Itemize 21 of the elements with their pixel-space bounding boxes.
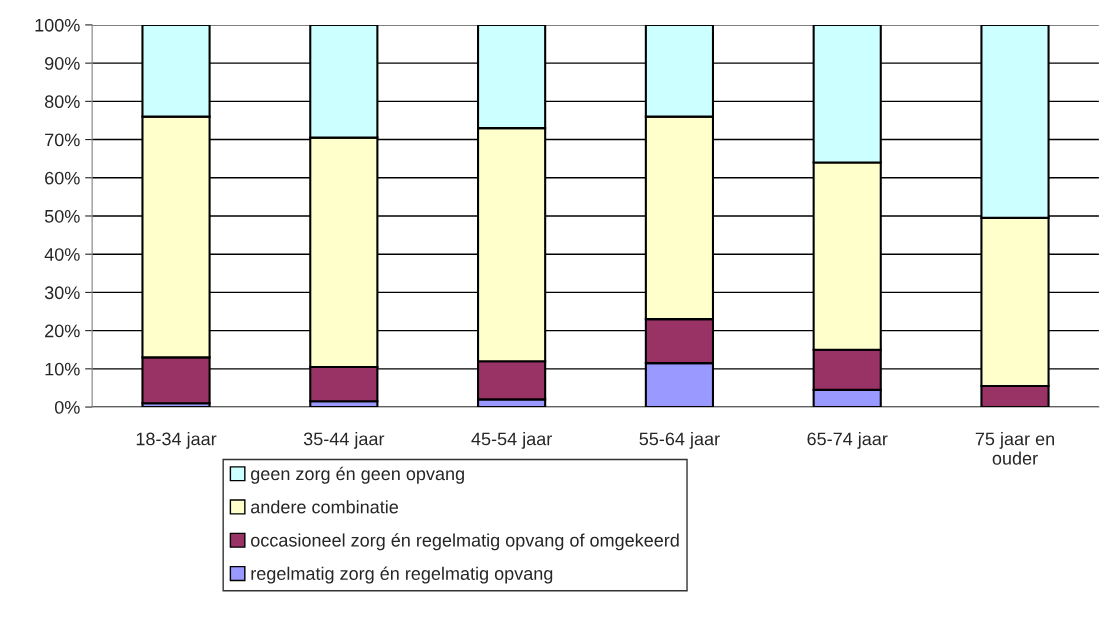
y-tick-label: 60% <box>45 171 80 185</box>
y-tick-label: 30% <box>44 286 80 300</box>
y-tick-label: 70% <box>45 133 80 147</box>
legend-label: occasioneel zorg én regelmatig opvang of omgekeerd <box>251 533 679 551</box>
y-tick-label: 80% <box>44 95 80 109</box>
y-tick-label: 10% <box>45 362 80 376</box>
x-tick-label: 55-64 jaar <box>639 432 720 449</box>
y-tick-label: 90% <box>45 57 80 70</box>
x-tick-label: 75 jaar en ouder <box>975 432 1054 465</box>
y-tick-label: 50% <box>44 209 80 223</box>
legend-label: regelmatig zorg én regelmatig opvang <box>251 566 553 584</box>
x-tick-label: 45-54 jaar <box>471 432 552 449</box>
x-tick-label: 35-44 jaar <box>303 432 385 449</box>
x-tick-label: 65-74 jaar <box>807 432 888 449</box>
legend-label: andere combinatie <box>251 500 398 514</box>
y-tick-label: 0% <box>54 400 80 414</box>
x-tick-label: 18-34 jaar <box>136 432 217 449</box>
legend-label: geen zorg én geen opvang <box>251 466 464 484</box>
y-tick-label: 40% <box>44 248 80 261</box>
y-tick-label: 100% <box>35 18 80 32</box>
y-tick-label: 20% <box>45 324 80 338</box>
